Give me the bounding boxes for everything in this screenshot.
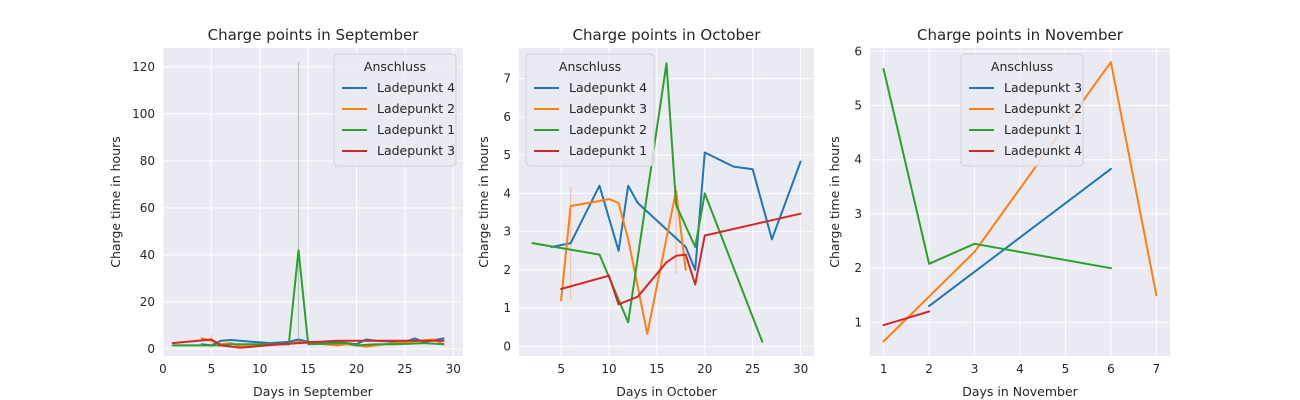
y-tick-label: 7 — [503, 72, 511, 86]
legend: Anschluss Ladepunkt 3 Ladepunkt 2 Ladepunkt… — [960, 53, 1084, 167]
series-line-ladepunkt-3 — [171, 338, 445, 349]
x-tick-label: 5 — [557, 362, 565, 376]
y-tick-label: 0 — [503, 339, 511, 353]
y-tick-label: 2 — [854, 261, 862, 275]
x-tick-label: 30 — [793, 362, 808, 376]
y-axis-label: Charge time in hours — [827, 136, 842, 268]
y-tick-label: 4 — [503, 186, 511, 200]
y-tick-label: 5 — [854, 98, 862, 112]
legend-label: Ladepunkt 4 — [377, 80, 455, 95]
x-tick-label: 5 — [208, 362, 216, 376]
series-line-ladepunkt-2 — [531, 62, 764, 343]
legend-label: Ladepunkt 3 — [569, 101, 647, 116]
legend-label: Ladepunkt 1 — [377, 122, 455, 137]
x-tick-label: 15 — [649, 362, 664, 376]
chart-panel-1: 0 5 10 15 20 25 30 0 20 40 60 80 100 120 Charge points… — [108, 26, 463, 399]
legend: Anschluss Ladepunkt 4 Ladepunkt 2 Ladepunkt… — [333, 53, 457, 167]
y-axis-label: Charge time in hours — [108, 136, 123, 268]
series-line-ladepunkt-4 — [882, 310, 931, 327]
x-tick-label: 6 — [1107, 362, 1115, 376]
y-tick-label: 20 — [140, 295, 155, 309]
series-line-ladepunkt-3 — [560, 189, 687, 335]
x-tick-label: 10 — [252, 362, 267, 376]
legend-label: Ladepunkt 1 — [1004, 122, 1082, 137]
legend-box — [333, 53, 457, 167]
chart-title: Charge points in October — [573, 26, 762, 44]
chart-panel-2: 5 10 15 20 25 30 0 1 2 3 4 5 6 7 Charge points in Octo… — [476, 26, 814, 399]
chart-title: Charge points in November — [917, 26, 1124, 44]
x-axis-label: Days in November — [962, 384, 1078, 399]
y-tick-label: 100 — [132, 107, 155, 121]
legend-title: Anschluss — [991, 59, 1053, 74]
legend-label: Ladepunkt 4 — [1004, 143, 1082, 158]
y-tick-label: 3 — [854, 207, 862, 221]
legend: Anschluss Ladepunkt 4 Ladepunkt 3 Ladepunkt… — [525, 53, 655, 167]
chart-title: Charge points in September — [208, 26, 420, 44]
x-tick-label: 2 — [925, 362, 933, 376]
x-tick-label: 30 — [446, 362, 461, 376]
y-tick-label: 120 — [132, 60, 155, 74]
x-tick-label: 3 — [971, 362, 979, 376]
x-tick-label: 25 — [745, 362, 760, 376]
y-tick-label: 40 — [140, 248, 155, 262]
y-tick-label: 3 — [503, 225, 511, 239]
legend-box — [960, 53, 1084, 167]
y-tick-label: 6 — [854, 44, 862, 58]
legend-label: Ladepunkt 2 — [569, 122, 647, 137]
legend-title: Anschluss — [364, 59, 426, 74]
x-tick-label: 4 — [1016, 362, 1024, 376]
x-axis-label: Days in September — [253, 384, 373, 399]
legend-label: Ladepunkt 2 — [377, 101, 455, 116]
series-line-ladepunkt-4 — [550, 151, 802, 271]
series-line-ladepunkt-1 — [171, 249, 445, 347]
legend-label: Ladepunkt 2 — [1004, 101, 1082, 116]
legend-label: Ladepunkt 1 — [569, 143, 647, 158]
legend-label: Ladepunkt 3 — [377, 143, 455, 158]
x-tick-label: 20 — [349, 362, 364, 376]
y-tick-label: 1 — [503, 301, 511, 315]
x-axis-label: Days in October — [616, 384, 717, 399]
chart-panel-3: 1 2 3 4 5 6 7 1 2 3 4 5 6 Charge points in November Da… — [827, 26, 1170, 399]
x-tick-label: 10 — [601, 362, 616, 376]
series-line-ladepunkt-3 — [928, 167, 1112, 308]
y-tick-label: 80 — [140, 154, 155, 168]
x-tick-label: 25 — [397, 362, 412, 376]
series-line-ladepunkt-1 — [882, 68, 1112, 270]
legend-label: Ladepunkt 3 — [1004, 80, 1082, 95]
y-tick-label: 1 — [854, 315, 862, 329]
legend-box — [525, 53, 655, 167]
legend-title: Anschluss — [559, 59, 621, 74]
legend-label: Ladepunkt 4 — [569, 80, 647, 95]
x-tick-label: 5 — [1062, 362, 1070, 376]
y-tick-label: 4 — [854, 153, 862, 167]
x-tick-label: 20 — [697, 362, 712, 376]
y-tick-label: 2 — [503, 263, 511, 277]
x-tick-label: 15 — [301, 362, 316, 376]
x-tick-label: 0 — [159, 362, 167, 376]
y-tick-label: 5 — [503, 148, 511, 162]
y-tick-label: 60 — [140, 201, 155, 215]
y-axis-label: Charge time in hours — [476, 136, 491, 268]
y-tick-label: 0 — [147, 342, 155, 356]
series-line-ladepunkt-1 — [560, 212, 802, 306]
y-tick-label: 6 — [503, 110, 511, 124]
x-tick-label: 1 — [880, 362, 888, 376]
x-tick-label: 7 — [1153, 362, 1161, 376]
